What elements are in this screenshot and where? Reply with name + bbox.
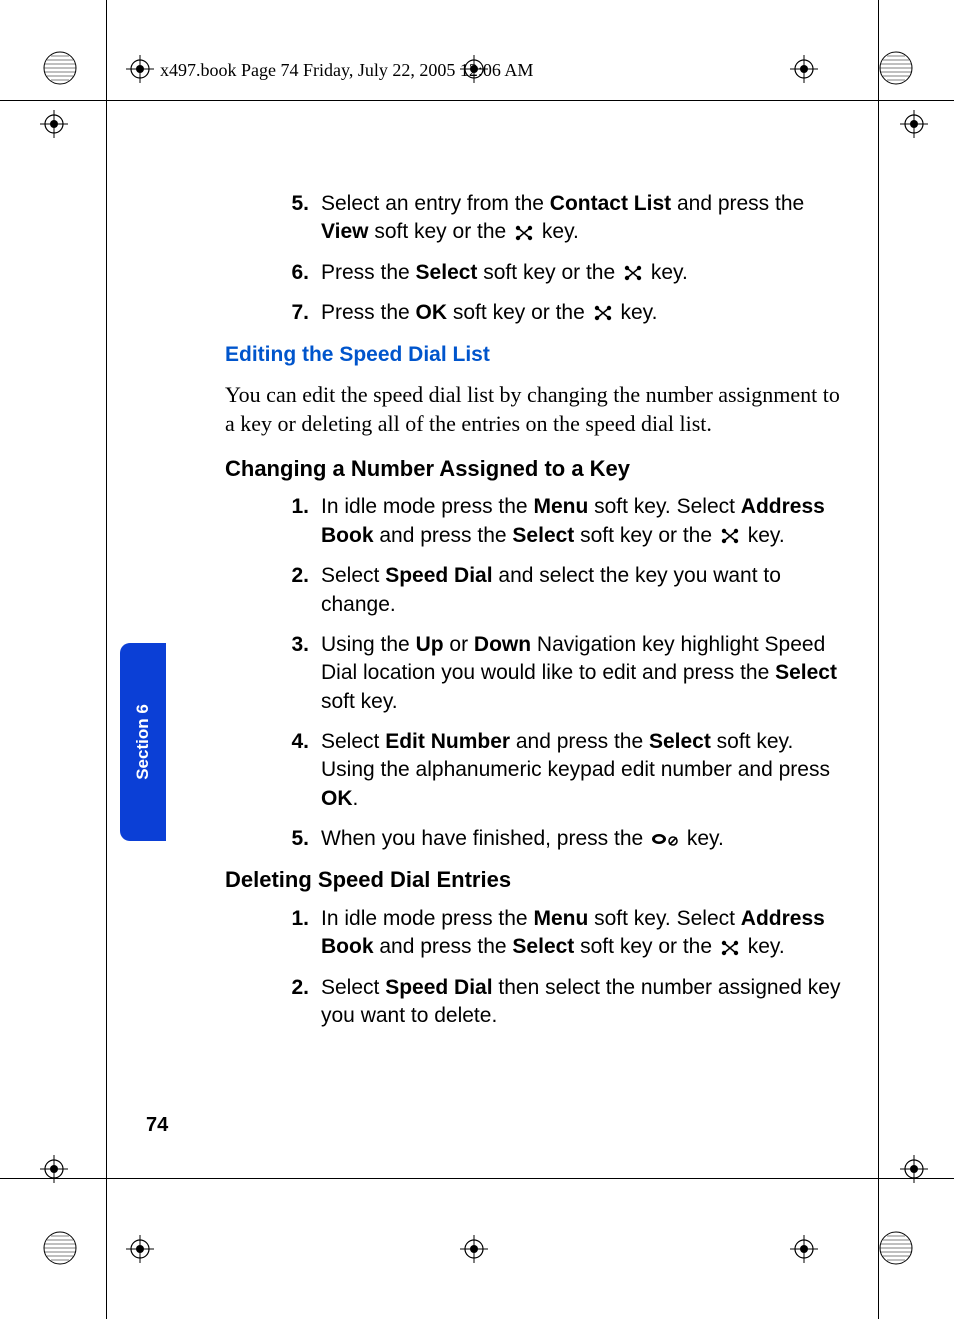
page-number: 74 (146, 1114, 168, 1137)
list-item: 4.Select Edit Number and press the Selec… (275, 728, 845, 813)
crosshair-icon (900, 110, 928, 138)
page-content: 5.Select an entry from the Contact List … (225, 190, 845, 1042)
list-body: Select Speed Dial then select the number… (321, 974, 845, 1031)
crosshair-icon (40, 1155, 68, 1183)
list-number: 5. (275, 825, 321, 853)
call-key-icon (651, 830, 679, 848)
list-number: 5. (275, 190, 321, 247)
section-tab: Section 6 (120, 643, 166, 841)
list-number: 1. (275, 905, 321, 962)
list-number: 6. (275, 259, 321, 287)
list-item: 3.Using the Up or Down Navigation key hi… (275, 631, 845, 716)
list-number: 7. (275, 299, 321, 327)
bold-heading-changing: Changing a Number Assigned to a Key (225, 454, 845, 484)
list-item: 2.Select Speed Dial then select the numb… (275, 974, 845, 1031)
x-nav-icon (720, 940, 740, 956)
list-body: Press the Select soft key or the key. (321, 259, 845, 287)
registration-mark-icon (878, 50, 914, 86)
crosshair-icon (126, 1235, 154, 1263)
crosshair-icon (460, 1235, 488, 1263)
crosshair-icon (126, 55, 154, 83)
list-number: 4. (275, 728, 321, 813)
list-body: Press the OK soft key or the key. (321, 299, 845, 327)
list-body: Select Edit Number and press the Select … (321, 728, 845, 813)
x-nav-icon (593, 305, 613, 321)
crop-line-top (0, 100, 954, 101)
list-item: 5.Select an entry from the Contact List … (275, 190, 845, 247)
list-number: 2. (275, 562, 321, 619)
crop-line-right (878, 0, 879, 1319)
list-item: 2.Select Speed Dial and select the key y… (275, 562, 845, 619)
list-body: Using the Up or Down Navigation key high… (321, 631, 845, 716)
registration-mark-icon (42, 50, 78, 86)
crosshair-icon (40, 110, 68, 138)
list-b: 1.In idle mode press the Menu soft key. … (225, 493, 845, 853)
list-item: 5.When you have finished, press the key. (275, 825, 845, 853)
section-tab-label: Section 6 (133, 704, 153, 780)
x-nav-icon (720, 528, 740, 544)
list-c: 1.In idle mode press the Menu soft key. … (225, 905, 845, 1030)
intro-paragraph: You can edit the speed dial list by chan… (225, 380, 845, 438)
registration-mark-icon (42, 1230, 78, 1266)
list-item: 1.In idle mode press the Menu soft key. … (275, 905, 845, 962)
blue-heading-editing: Editing the Speed Dial List (225, 341, 845, 369)
crop-line-bottom (0, 1178, 954, 1179)
x-nav-icon (514, 225, 534, 241)
list-body: In idle mode press the Menu soft key. Se… (321, 905, 845, 962)
crosshair-icon (790, 1235, 818, 1263)
page-header: x497.book Page 74 Friday, July 22, 2005 … (160, 60, 533, 81)
list-item: 7.Press the OK soft key or the key. (275, 299, 845, 327)
list-number: 1. (275, 493, 321, 550)
list-number: 2. (275, 974, 321, 1031)
list-number: 3. (275, 631, 321, 716)
crosshair-icon (900, 1155, 928, 1183)
list-body: In idle mode press the Menu soft key. Se… (321, 493, 845, 550)
bold-heading-deleting: Deleting Speed Dial Entries (225, 865, 845, 895)
crop-line-left (106, 0, 107, 1319)
list-body: Select Speed Dial and select the key you… (321, 562, 845, 619)
registration-mark-icon (878, 1230, 914, 1266)
list-a: 5.Select an entry from the Contact List … (225, 190, 845, 327)
list-item: 6.Press the Select soft key or the key. (275, 259, 845, 287)
list-body: Select an entry from the Contact List an… (321, 190, 845, 247)
x-nav-icon (623, 265, 643, 281)
crosshair-icon (790, 55, 818, 83)
list-body: When you have finished, press the key. (321, 825, 845, 853)
list-item: 1.In idle mode press the Menu soft key. … (275, 493, 845, 550)
